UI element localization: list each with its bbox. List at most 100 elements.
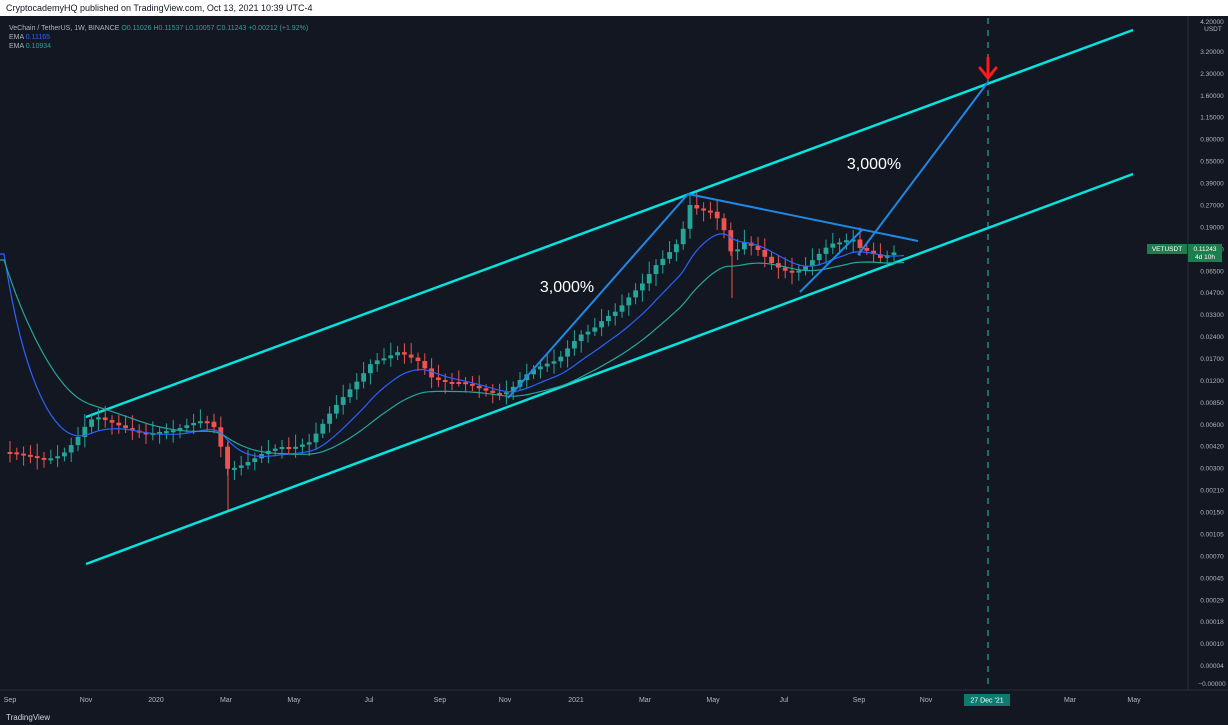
candle-body xyxy=(531,369,536,375)
candle-body xyxy=(708,210,713,213)
projection-line xyxy=(857,81,989,256)
tradingview-logo[interactable]: TradingView xyxy=(6,713,50,722)
candle-body xyxy=(830,243,836,248)
candle-body xyxy=(551,361,557,364)
price-tick-label: 0.00010 xyxy=(1200,641,1224,648)
candle-body xyxy=(340,397,346,405)
candle-body xyxy=(7,452,13,454)
time-tick-label: Sep xyxy=(4,697,17,704)
candle-body xyxy=(721,218,727,231)
time-tick-label: Nov xyxy=(920,697,933,704)
candle-body xyxy=(313,433,319,443)
price-tick-label: 3.20000 xyxy=(1200,49,1224,56)
time-tick-label: Nov xyxy=(80,697,93,704)
price-tick-label: 0.01200 xyxy=(1200,378,1224,385)
last-price-symbol: VETUSDT xyxy=(1152,246,1182,253)
candle-body xyxy=(497,392,502,395)
candle-body xyxy=(238,465,244,468)
candle-body xyxy=(354,381,360,390)
pennant-upper-line xyxy=(507,192,919,399)
candle-body xyxy=(803,266,808,271)
candle-body xyxy=(470,383,475,386)
candles-group xyxy=(7,192,897,480)
candle-body xyxy=(368,364,373,374)
candle-body xyxy=(510,386,516,393)
candle-body xyxy=(816,253,822,261)
price-tick-label: 0.00300 xyxy=(1200,466,1224,473)
candle-body xyxy=(606,315,611,322)
time-tick-label: 2020 xyxy=(148,697,164,704)
candle-body xyxy=(75,437,81,446)
price-tick-label: 0.00850 xyxy=(1200,400,1224,407)
ema-fast-line xyxy=(0,233,905,458)
candle-body xyxy=(864,248,870,251)
price-axis-currency: USDT xyxy=(1204,26,1222,33)
candle-body xyxy=(789,270,795,273)
candle-body xyxy=(810,260,815,267)
candle-body xyxy=(415,357,421,361)
candle-body xyxy=(293,446,298,449)
candle-body xyxy=(300,444,305,447)
candle-body xyxy=(109,420,115,423)
candle-body xyxy=(565,348,570,357)
price-tick-label: 0.00018 xyxy=(1200,619,1224,626)
candle-body xyxy=(504,392,509,395)
candle-body xyxy=(694,205,700,209)
price-tick-label: 0.00105 xyxy=(1200,531,1224,538)
candle-body xyxy=(41,457,47,460)
candle-body xyxy=(204,421,210,424)
price-tick-label: 1.60000 xyxy=(1200,93,1224,100)
candle-body xyxy=(796,270,802,273)
candle-body xyxy=(89,419,94,427)
price-tick-label: 0.00420 xyxy=(1200,444,1224,451)
candle-body xyxy=(483,388,489,391)
candle-body xyxy=(619,305,625,312)
price-tick-label: 0.00045 xyxy=(1200,575,1224,582)
ema-slow-line xyxy=(0,259,905,455)
last-price-countdown: 4d 10h xyxy=(1195,254,1215,261)
candle-body xyxy=(334,404,339,414)
time-tick-label: 2021 xyxy=(568,697,584,704)
candle-body xyxy=(653,265,659,275)
publish-header: CryptocademyHQ published on TradingView.… xyxy=(0,0,1228,16)
candle-body xyxy=(558,356,564,362)
candle-body xyxy=(422,361,428,369)
candle-body xyxy=(640,283,645,291)
candle-body xyxy=(279,447,285,449)
time-highlight-box xyxy=(964,694,1010,706)
candle-body xyxy=(130,428,135,431)
time-tick-label: May xyxy=(706,697,720,704)
price-tick-label: 0.19000 xyxy=(1200,224,1224,231)
candle-body xyxy=(850,239,856,242)
candle-body xyxy=(878,254,883,258)
candle-body xyxy=(891,252,897,256)
candle-body xyxy=(408,354,414,358)
candle-body xyxy=(538,366,543,370)
price-tick-label: −0.00000 xyxy=(1198,681,1226,688)
candle-body xyxy=(232,467,237,470)
last-price-tag xyxy=(1188,244,1222,262)
candle-body xyxy=(347,389,353,398)
candle-body xyxy=(449,382,455,384)
ema1-label: EMA xyxy=(9,34,24,41)
candle-body xyxy=(871,250,876,255)
ema1-value: 0.11165 xyxy=(25,34,51,41)
candle-body xyxy=(578,334,584,342)
candle-body xyxy=(728,230,734,252)
ema2-label: EMA xyxy=(9,43,24,50)
time-highlight-label: 27 Dec '21 xyxy=(970,698,1003,705)
candle-body xyxy=(123,425,128,429)
candle-body xyxy=(735,249,740,252)
candle-body xyxy=(762,250,768,257)
candle-body xyxy=(191,423,196,426)
candle-body xyxy=(782,267,788,271)
candle-body xyxy=(592,327,598,332)
candle-body xyxy=(62,452,67,457)
candle-body xyxy=(177,428,183,431)
candle-body xyxy=(21,453,26,456)
candle-body xyxy=(490,390,496,393)
candle-body xyxy=(660,258,666,266)
time-tick-label: Sep xyxy=(434,697,447,704)
time-tick-label: Sep xyxy=(853,697,866,704)
